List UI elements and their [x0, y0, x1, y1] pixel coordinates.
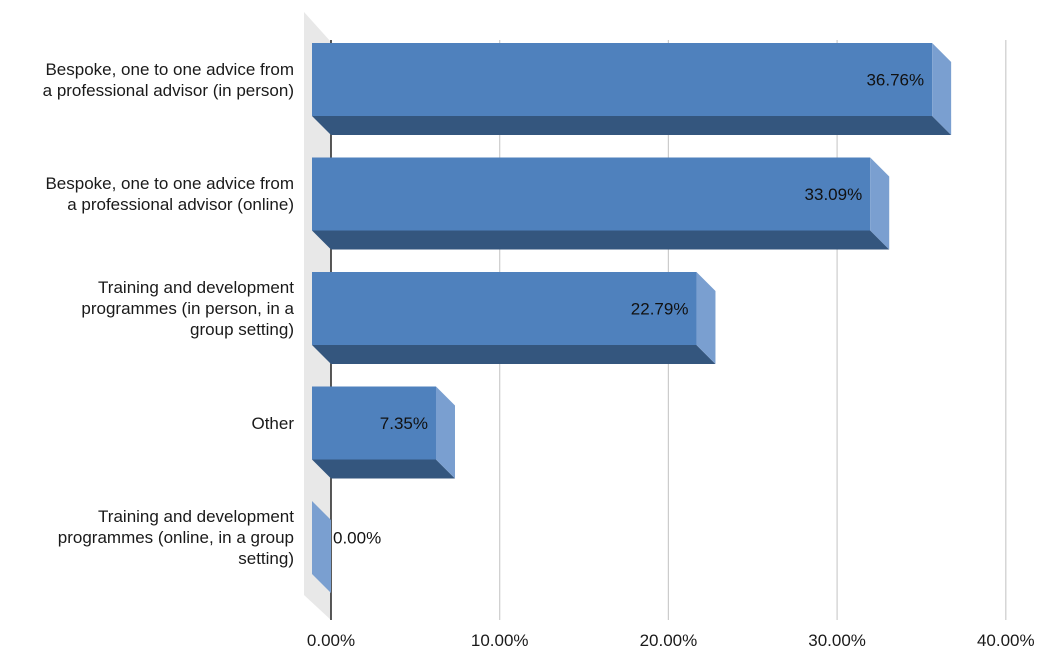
category-label: Other [251, 413, 294, 433]
bar-bottom [312, 459, 455, 479]
x-tick-label: 40.00% [977, 631, 1035, 650]
data-label: 0.00% [333, 529, 381, 548]
bar [312, 43, 952, 135]
category-label: Training and development programmes (onl… [57, 507, 294, 568]
x-tick-label: 20.00% [640, 631, 698, 650]
category-label: Training and development programmes (in … [81, 278, 294, 339]
bar-side [312, 501, 331, 593]
bar-front [312, 272, 697, 345]
bar-bottom [312, 345, 716, 364]
data-label: 7.35% [380, 414, 428, 433]
bar-front [312, 386, 436, 460]
bar [312, 157, 890, 250]
x-tick-labels: 0.00% 10.00% 20.00% 30.00% 40.00% [307, 631, 1035, 650]
data-labels: 36.76% 33.09% 22.79% 7.35% 0.00% [333, 71, 924, 548]
x-tick-label: 0.00% [307, 631, 355, 650]
bar-side [870, 157, 890, 250]
bar-side [932, 43, 952, 135]
bar [312, 386, 455, 479]
bar-front [312, 43, 933, 116]
bar [312, 272, 716, 364]
data-label: 36.76% [866, 71, 924, 90]
bar [312, 501, 331, 593]
category-label: Bespoke, one to one advice from a profes… [42, 59, 294, 100]
category-label: Bespoke, one to one advice from a profes… [45, 174, 294, 214]
x-tick-label: 30.00% [808, 631, 866, 650]
x-tick-label: 10.00% [471, 631, 529, 650]
bars [312, 43, 952, 593]
bar-bottom [312, 116, 952, 135]
data-label: 22.79% [631, 300, 689, 319]
bar-bottom [312, 230, 890, 250]
bar-side [435, 386, 455, 479]
data-label: 33.09% [805, 185, 863, 204]
bar-front [312, 157, 871, 231]
bar-side [696, 272, 716, 364]
